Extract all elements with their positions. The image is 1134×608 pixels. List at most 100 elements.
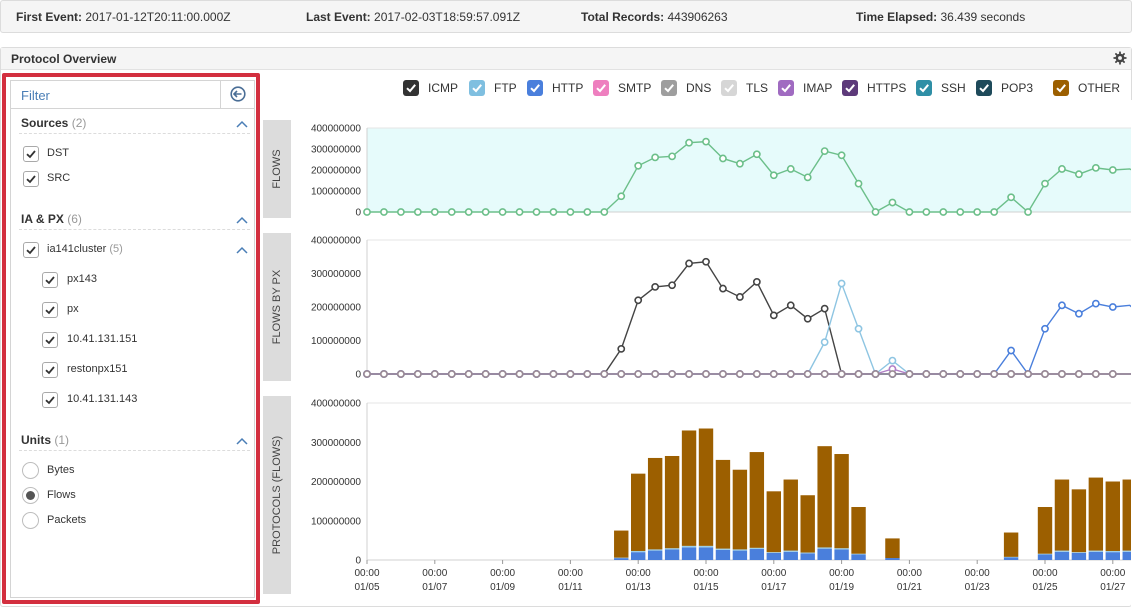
checkbox-ia141cluster[interactable] bbox=[23, 242, 39, 258]
data-point bbox=[837, 370, 846, 378]
legend-label: TLS bbox=[746, 81, 769, 95]
checkbox-dst[interactable] bbox=[23, 146, 39, 162]
bar-segment bbox=[681, 545, 697, 548]
bar-segment bbox=[1054, 551, 1070, 560]
units-section-title[interactable]: Units (1) bbox=[21, 433, 69, 447]
check-icon bbox=[919, 84, 929, 93]
total-records-value: 443906263 bbox=[667, 10, 728, 24]
time-elapsed-label: Time Elapsed: bbox=[856, 10, 938, 24]
x-tick-date: 01/05 bbox=[354, 582, 379, 593]
data-point bbox=[922, 370, 931, 378]
check-icon bbox=[45, 306, 55, 315]
data-point bbox=[634, 161, 643, 170]
first-event-label: First Event: bbox=[16, 10, 83, 24]
total-records: Total Records: 443906263 bbox=[581, 10, 728, 24]
data-point bbox=[1091, 299, 1100, 308]
data-point bbox=[447, 208, 456, 216]
data-point bbox=[1108, 303, 1117, 311]
checkbox-10-41-131-143-label: 10.41.131.143 bbox=[67, 393, 138, 405]
radio-bytes[interactable] bbox=[22, 462, 39, 479]
legend-checkbox[interactable] bbox=[527, 80, 543, 96]
legend-checkbox[interactable] bbox=[1053, 80, 1069, 96]
chevron-up-icon[interactable] bbox=[236, 216, 248, 224]
chevron-up-icon[interactable] bbox=[236, 120, 248, 128]
legend-checkbox[interactable] bbox=[842, 80, 858, 96]
data-point bbox=[1091, 370, 1100, 378]
bar-segment bbox=[1088, 477, 1104, 551]
data-point bbox=[498, 208, 507, 216]
data-point bbox=[973, 370, 982, 378]
check-icon bbox=[45, 336, 55, 345]
checkbox-src[interactable] bbox=[23, 171, 39, 187]
checkbox-px[interactable] bbox=[42, 302, 58, 318]
bar-segment bbox=[664, 548, 680, 550]
gear-icon[interactable] bbox=[1113, 51, 1127, 65]
bar-segment bbox=[647, 550, 663, 560]
checkbox-restonpx151[interactable] bbox=[42, 362, 58, 378]
radio-flows[interactable] bbox=[22, 487, 39, 504]
chevron-up-icon[interactable] bbox=[236, 246, 248, 254]
y-tick-label: 0 bbox=[355, 556, 361, 567]
legend-checkbox[interactable] bbox=[593, 80, 609, 96]
bar-segment bbox=[1037, 554, 1053, 560]
check-icon bbox=[781, 84, 791, 93]
checkbox-restonpx151-label: restonpx151 bbox=[67, 363, 128, 375]
radio-flows-label: Flows bbox=[47, 489, 76, 501]
panel-title: Protocol Overview bbox=[11, 52, 117, 66]
data-point bbox=[702, 137, 710, 146]
radio-packets[interactable] bbox=[22, 512, 39, 529]
bar-segment bbox=[1054, 479, 1070, 551]
legend-checkbox[interactable] bbox=[403, 80, 419, 96]
checkbox-px143[interactable] bbox=[42, 272, 58, 288]
data-point bbox=[634, 370, 643, 378]
bar-segment bbox=[1037, 507, 1053, 554]
data-point bbox=[803, 314, 812, 323]
data-point bbox=[752, 370, 761, 378]
legend-checkbox[interactable] bbox=[976, 80, 992, 96]
bar-segment bbox=[664, 549, 680, 560]
legend-label: OTHER bbox=[1078, 81, 1120, 95]
y-tick-label: 100000000 bbox=[311, 516, 361, 527]
data-point bbox=[532, 370, 541, 378]
check-icon bbox=[26, 150, 36, 159]
filter-collapse-button[interactable] bbox=[220, 81, 254, 108]
legend-label: HTTP bbox=[552, 81, 584, 95]
data-point bbox=[583, 370, 592, 378]
checkbox-10-41-131-151[interactable] bbox=[42, 332, 58, 348]
legend-label: POP3 bbox=[1001, 81, 1034, 95]
data-point bbox=[820, 338, 829, 347]
checkbox-px143-label: px143 bbox=[67, 273, 97, 285]
legend: ICMP FTP HTTP SMTP DNS TLS IMAP HTTPS SS… bbox=[403, 78, 1128, 98]
legend-checkbox[interactable] bbox=[721, 80, 737, 96]
x-tick-time: 00:00 bbox=[354, 568, 379, 579]
bar-segment bbox=[834, 454, 849, 549]
filter-panel: Filter Sources (2) DST SRC IA & PX (6) i… bbox=[10, 80, 255, 598]
legend-checkbox[interactable] bbox=[469, 80, 485, 96]
iapx-count: (6) bbox=[67, 212, 82, 226]
x-tick-date: 01/07 bbox=[422, 582, 447, 593]
bar-segment bbox=[766, 491, 781, 553]
data-point bbox=[1075, 370, 1083, 378]
legend-checkbox[interactable] bbox=[661, 80, 677, 96]
data-point bbox=[549, 370, 558, 378]
chevron-up-icon[interactable] bbox=[236, 437, 248, 445]
divider bbox=[19, 133, 250, 134]
data-point bbox=[380, 370, 388, 378]
bar-segment bbox=[885, 558, 900, 560]
data-point bbox=[430, 208, 439, 216]
sources-title: Sources bbox=[21, 116, 69, 130]
x-tick-date: 01/21 bbox=[897, 582, 922, 593]
data-point bbox=[380, 208, 388, 216]
sources-section-title[interactable]: Sources (2) bbox=[21, 116, 86, 130]
legend-checkbox[interactable] bbox=[916, 80, 932, 96]
legend-label: SSH bbox=[941, 81, 966, 95]
data-point bbox=[803, 370, 812, 378]
data-point bbox=[515, 208, 524, 216]
checkbox-10-41-131-143[interactable] bbox=[42, 392, 58, 408]
bar-segment bbox=[766, 552, 781, 560]
x-tick-date: 01/09 bbox=[490, 582, 515, 593]
total-records-label: Total Records: bbox=[581, 10, 665, 24]
iapx-section-title[interactable]: IA & PX (6) bbox=[21, 212, 82, 226]
data-point bbox=[566, 208, 575, 216]
legend-checkbox[interactable] bbox=[778, 80, 794, 96]
